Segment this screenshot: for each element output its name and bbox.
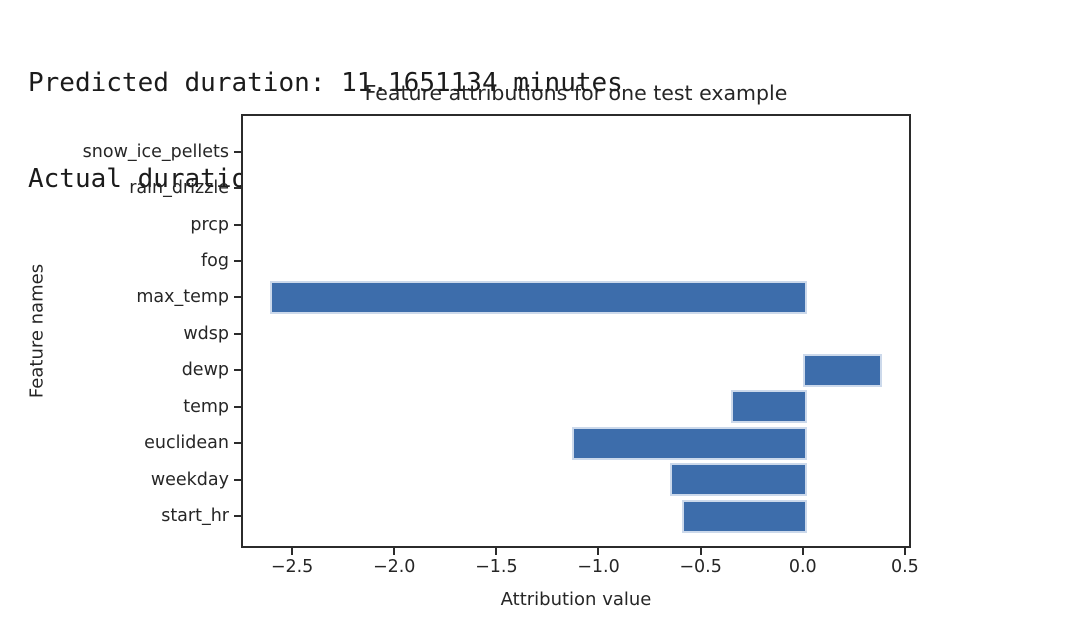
bar-dewp — [802, 353, 883, 387]
y-tick-mark — [234, 259, 241, 262]
x-tick-mark — [495, 548, 498, 555]
x-tick-label: −1.5 — [475, 557, 518, 577]
y-tick-label-rain_drizzle: rain_drizzle — [129, 178, 229, 199]
y-tick-mark — [234, 405, 241, 408]
x-tick-mark — [393, 548, 396, 555]
bar-temp — [731, 390, 807, 424]
y-tick-label-euclidean: euclidean — [144, 433, 229, 454]
y-tick-label-snow_ice_pellets: snow_ice_pellets — [82, 141, 229, 162]
y-tick-label-start_hr: start_hr — [161, 506, 229, 526]
y-tick-mark — [234, 369, 241, 372]
x-tick-label: −2.5 — [270, 557, 314, 577]
y-tick-label-fog: fog — [201, 250, 229, 271]
x-tick-label: −1.0 — [577, 557, 620, 577]
x-tick-label: 0.0 — [788, 557, 817, 577]
y-tick-label-wdsp: wdsp — [183, 323, 229, 344]
predicted-duration-line: Predicted duration: 11.1651134 minutes — [28, 68, 623, 98]
chart-title: Feature attributions for one test exampl… — [364, 81, 788, 105]
x-tick-mark — [699, 548, 702, 555]
x-tick-label: 0.5 — [890, 557, 919, 577]
y-tick-label-temp: temp — [183, 396, 229, 417]
x-tick-label: −2.0 — [372, 557, 416, 577]
bar-start_hr — [682, 499, 807, 533]
y-tick-mark — [234, 515, 241, 517]
y-tick-label-weekday: weekday — [150, 469, 229, 490]
x-tick-mark — [597, 548, 600, 555]
y-tick-label-prcp: prcp — [190, 214, 229, 235]
y-tick-label-dewp: dewp — [181, 360, 229, 381]
bar-weekday — [669, 463, 807, 497]
y-tick-mark — [234, 332, 241, 335]
y-tick-label-max_temp: max_temp — [136, 287, 229, 308]
bar-euclidean — [571, 426, 807, 460]
x-tick-label: −0.5 — [679, 557, 722, 577]
y-tick-mark — [234, 150, 241, 153]
x-axis-title: Attribution value — [500, 589, 652, 610]
y-tick-mark — [234, 296, 241, 299]
plot-area — [241, 114, 911, 548]
y-tick-mark — [234, 478, 241, 481]
y-tick-mark — [234, 223, 241, 226]
x-tick-mark — [291, 548, 294, 555]
y-tick-mark — [234, 187, 241, 190]
bar-max_temp — [269, 280, 807, 314]
y-tick-mark — [234, 442, 241, 445]
x-tick-mark — [903, 548, 906, 555]
x-tick-mark — [801, 548, 804, 555]
